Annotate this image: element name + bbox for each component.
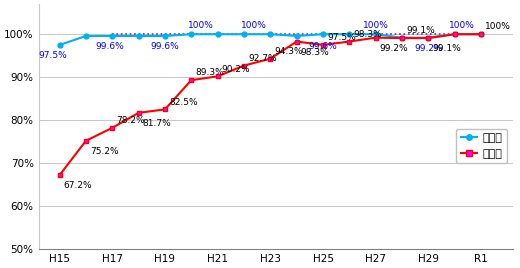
Text: 75.2%: 75.2%	[90, 147, 119, 156]
Text: 78.2%: 78.2%	[116, 116, 145, 125]
Text: 99.6%: 99.6%	[95, 42, 124, 51]
Text: 97.5%: 97.5%	[327, 33, 356, 42]
Text: 100%: 100%	[485, 23, 511, 31]
Text: 99.6%: 99.6%	[151, 42, 179, 51]
Text: 99.2%: 99.2%	[380, 44, 409, 53]
Text: 99.1%: 99.1%	[433, 44, 461, 53]
Text: 94.3%: 94.3%	[275, 47, 303, 56]
Text: 92.7%: 92.7%	[248, 54, 277, 63]
Text: 99.2%: 99.2%	[414, 44, 443, 53]
Text: 99.1%: 99.1%	[406, 26, 435, 35]
Legend: 一般局, 自排局: 一般局, 自排局	[456, 129, 507, 163]
Text: 100%: 100%	[449, 21, 475, 30]
Text: 98.3%: 98.3%	[354, 30, 382, 39]
Text: 89.3%: 89.3%	[196, 68, 224, 77]
Text: 97.5%: 97.5%	[38, 51, 67, 60]
Text: 98.3%: 98.3%	[301, 48, 330, 57]
Text: 90.2%: 90.2%	[222, 65, 251, 73]
Text: 99.6%: 99.6%	[309, 42, 337, 51]
Text: 82.5%: 82.5%	[169, 98, 198, 107]
Text: 100%: 100%	[188, 21, 214, 30]
Text: 67.2%: 67.2%	[64, 181, 93, 190]
Text: 100%: 100%	[241, 21, 267, 30]
Text: 100%: 100%	[363, 21, 388, 30]
Text: 81.7%: 81.7%	[143, 119, 172, 128]
